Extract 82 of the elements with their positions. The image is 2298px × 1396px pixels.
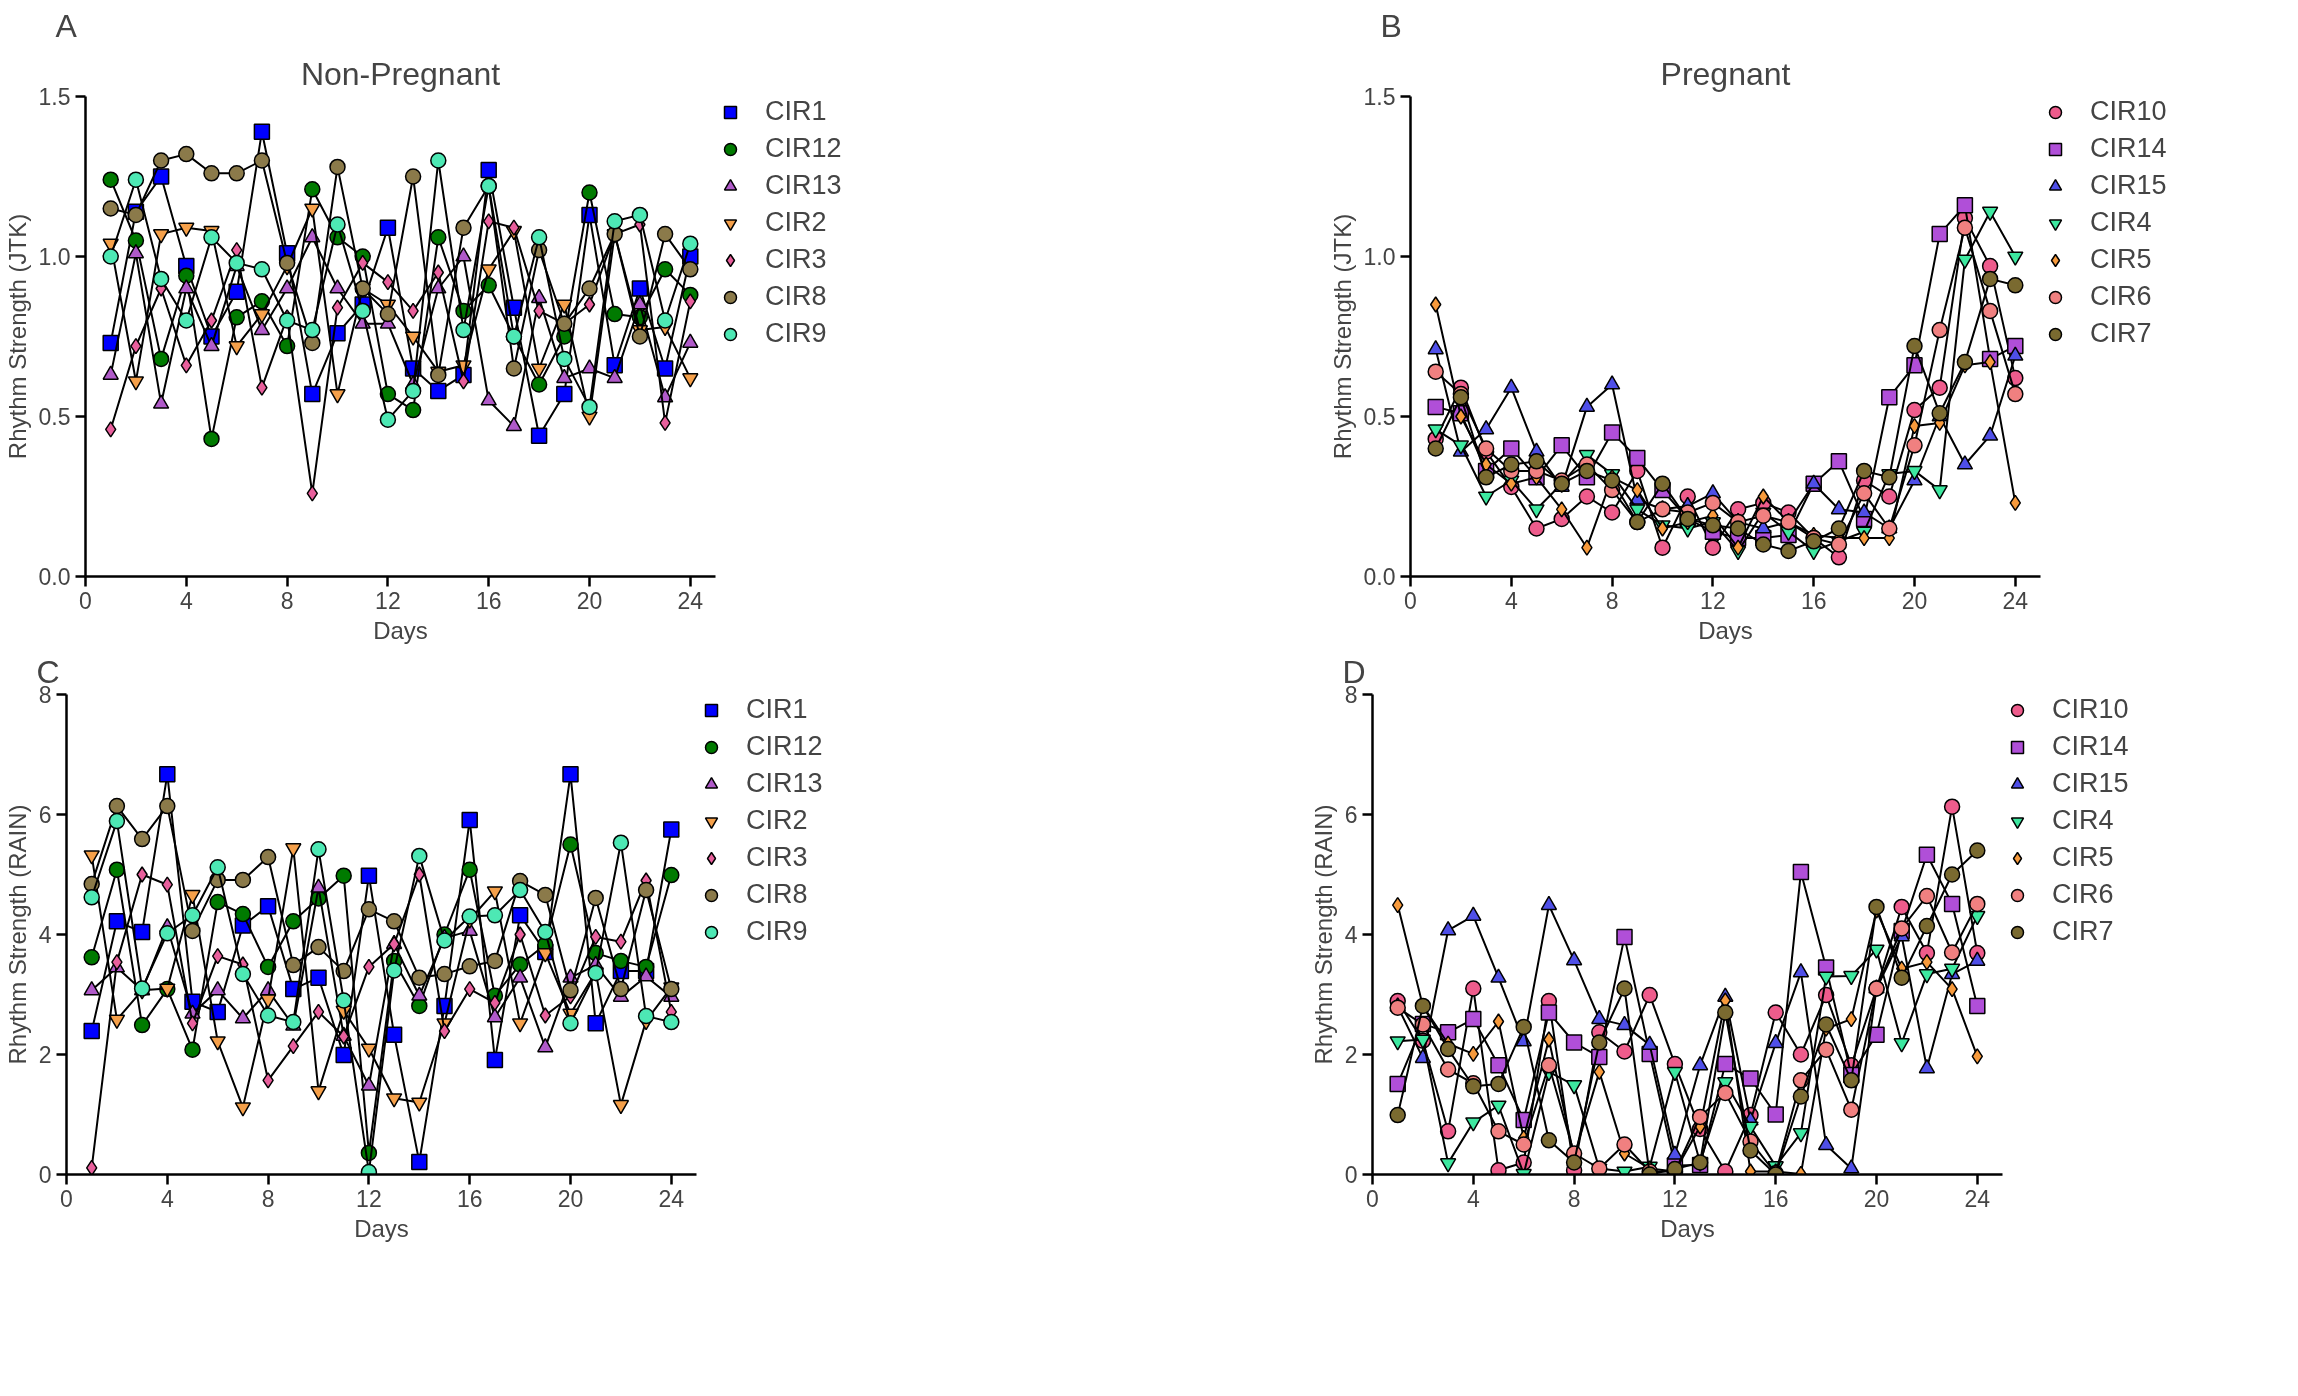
y-tick-label: 6 <box>1344 802 1358 828</box>
y-tick-label: 1.0 <box>38 244 71 270</box>
y-axis-title: Rhythm Strength (RAIN) <box>3 804 31 1065</box>
x-tick-label: 8 <box>261 1185 275 1212</box>
legend-label: CIR14 <box>2052 731 2130 762</box>
legend-label: CIR7 <box>2090 318 2153 349</box>
x-tick-label: 4 <box>179 587 193 614</box>
legend-label: CIR14 <box>2090 133 2168 164</box>
x-axis-title: Days <box>354 1214 409 1242</box>
chart-title: Non-Pregnant <box>300 55 501 92</box>
legend-label: CIR2 <box>746 805 809 836</box>
x-tick-label: 24 <box>1964 1185 1991 1212</box>
x-tick-label: 4 <box>160 1185 174 1212</box>
legend-label: CIR12 <box>765 133 843 164</box>
x-tick-label: 4 <box>1504 587 1518 614</box>
y-tick-label: 0 <box>1344 1162 1358 1188</box>
legend-label: CIR4 <box>2090 207 2153 238</box>
x-tick-label: 24 <box>677 587 704 614</box>
y-tick-label: 1.0 <box>1363 244 1396 270</box>
legend-label: CIR4 <box>2052 805 2115 836</box>
x-tick-label: 16 <box>456 1185 483 1212</box>
legend-label: CIR1 <box>746 694 809 725</box>
x-tick-label: 12 <box>1662 1185 1688 1212</box>
legend-label: CIR1 <box>765 96 828 127</box>
y-tick-label: 2 <box>1344 1042 1358 1068</box>
x-tick-label: 12 <box>1700 587 1726 614</box>
y-tick-label: 0.5 <box>1363 404 1396 430</box>
y-axis-title: Rhythm Strength (RAIN) <box>1309 804 1337 1065</box>
x-tick-label: 20 <box>1901 587 1928 614</box>
x-tick-label: 20 <box>576 587 603 614</box>
x-tick-label: 20 <box>1863 1185 1890 1212</box>
chart-title: Pregnant <box>1660 55 1791 92</box>
legend-label: CIR6 <box>2090 281 2153 312</box>
legend-label: CIR3 <box>765 244 828 275</box>
x-tick-label: 4 <box>1466 1185 1480 1212</box>
y-tick-label: 4 <box>38 922 52 948</box>
y-axis-title: Rhythm Strength (JTK) <box>3 213 31 460</box>
legend-label: CIR15 <box>2052 768 2130 799</box>
x-tick-label: 12 <box>375 587 401 614</box>
x-tick-label: 24 <box>658 1185 685 1212</box>
x-tick-label: 16 <box>475 587 502 614</box>
y-tick-label: 0.0 <box>1363 564 1396 590</box>
legend-label: CIR9 <box>746 916 809 947</box>
x-tick-label: 16 <box>1762 1185 1789 1212</box>
y-tick-label: 6 <box>38 802 52 828</box>
legend-label: CIR8 <box>765 281 828 312</box>
x-tick-label: 16 <box>1800 587 1827 614</box>
x-tick-label: 12 <box>356 1185 382 1212</box>
legend-label: CIR13 <box>746 768 824 799</box>
text: B <box>1380 7 1402 44</box>
x-tick-label: 8 <box>1567 1185 1581 1212</box>
legend-label: CIR12 <box>746 731 824 762</box>
legend-label: CIR10 <box>2052 694 2130 725</box>
x-tick-label: 24 <box>2002 587 2029 614</box>
y-tick-label: 0 <box>38 1162 52 1188</box>
legend-label: CIR2 <box>765 207 828 238</box>
y-tick-label: 1.5 <box>38 84 71 110</box>
legend-label: CIR8 <box>746 879 809 910</box>
legend-label: CIR7 <box>2052 916 2115 947</box>
x-axis-title: Days <box>1660 1214 1715 1242</box>
x-tick-label: 0 <box>79 587 92 614</box>
x-axis-title: Days <box>373 616 428 644</box>
y-tick-label: 0.0 <box>38 564 71 590</box>
y-tick-label: 1.5 <box>1363 84 1396 110</box>
legend-label: CIR5 <box>2052 842 2115 873</box>
x-axis-title: Days <box>1698 616 1753 644</box>
x-tick-label: 8 <box>280 587 294 614</box>
legend-label: CIR3 <box>746 842 809 873</box>
legend-label: CIR13 <box>765 170 843 201</box>
legend-label: CIR6 <box>2052 879 2115 910</box>
text: A <box>55 7 78 44</box>
y-tick-label: 0.5 <box>38 404 71 430</box>
x-tick-label: 0 <box>1404 587 1417 614</box>
y-tick-label: 2 <box>38 1042 52 1068</box>
x-tick-label: 20 <box>557 1185 584 1212</box>
y-axis-title: Rhythm Strength (JTK) <box>1328 213 1356 460</box>
x-tick-label: 8 <box>1605 587 1619 614</box>
y-tick-label: 4 <box>1344 922 1358 948</box>
legend-label: CIR10 <box>2090 96 2168 127</box>
legend-label: CIR9 <box>765 318 828 349</box>
legend-label: CIR5 <box>2090 244 2153 275</box>
legend-label: CIR15 <box>2090 170 2168 201</box>
